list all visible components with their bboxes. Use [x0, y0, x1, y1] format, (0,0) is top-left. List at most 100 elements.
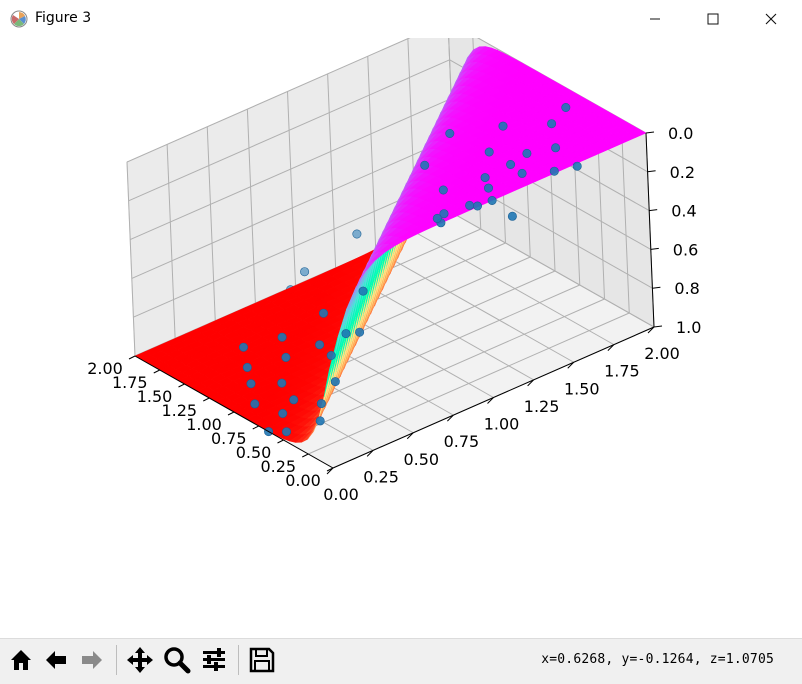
surface-facet: [323, 337, 339, 397]
scatter-point: [549, 166, 559, 176]
x-tick: [252, 425, 259, 430]
x-tick: [277, 439, 284, 444]
scatter-point: [480, 173, 490, 183]
x-tick-label: 0.00: [285, 471, 321, 490]
maximize-icon: [707, 13, 719, 25]
y-tick: [406, 432, 414, 440]
grid-line: [327, 73, 337, 268]
x-tick: [153, 369, 160, 374]
y-tick: [567, 361, 575, 369]
window-title: Figure 3: [35, 10, 92, 26]
scatter-point: [438, 185, 448, 195]
z-tick-label: 0.0: [668, 124, 693, 143]
y-tick-label: 1.75: [604, 362, 640, 381]
x-tick: [227, 411, 235, 416]
save-button[interactable]: [246, 644, 278, 676]
y-tick: [607, 344, 615, 351]
scatter-point: [281, 427, 291, 437]
y-tick: [447, 414, 454, 422]
plot-canvas[interactable]: 0.000.250.500.751.001.251.501.752.000.00…: [0, 38, 802, 638]
z-tick: [649, 209, 658, 212]
z-tick: [645, 131, 655, 134]
z-tick: [647, 170, 656, 173]
scatter-point: [278, 408, 288, 418]
grid-line: [455, 214, 655, 328]
minimize-button[interactable]: [630, 0, 680, 38]
scatter-point: [315, 416, 325, 426]
x-tick-label: 0.25: [260, 457, 296, 476]
maximize-button[interactable]: [688, 0, 738, 38]
scatter-point: [352, 229, 362, 239]
y-tick: [326, 467, 334, 475]
home-button[interactable]: [5, 644, 37, 676]
grid-line: [131, 136, 454, 279]
x-tick: [302, 453, 309, 458]
grid-line: [126, 38, 411, 163]
scatter-point: [547, 119, 557, 129]
grid-line: [128, 59, 450, 202]
close-button[interactable]: [746, 0, 796, 38]
scatter-front: [239, 103, 582, 437]
grid-line: [206, 126, 216, 321]
scatter-point: [507, 211, 517, 221]
scatter-point: [300, 267, 310, 277]
scatter-point: [316, 399, 326, 409]
scatter-point: [472, 201, 482, 211]
zoom-button[interactable]: [161, 644, 193, 676]
z-tick: [652, 286, 661, 289]
tick-labels: 0.000.250.500.751.001.251.501.752.000.00…: [87, 124, 701, 504]
scatter-point: [572, 161, 582, 171]
scatter-point: [484, 147, 494, 157]
grid-line: [129, 98, 452, 241]
grid-line: [375, 249, 574, 363]
zoom-icon: [164, 647, 191, 674]
z-tick: [650, 247, 659, 250]
scatter-point: [289, 395, 299, 405]
y-tick: [487, 397, 494, 404]
y-tick: [527, 379, 534, 387]
x-tick-label: 0.50: [236, 443, 272, 462]
surface: [134, 46, 647, 443]
y-tick-label: 1.00: [484, 415, 520, 434]
back-icon: [46, 651, 66, 669]
scatter-point: [281, 352, 291, 362]
pan-button[interactable]: [124, 644, 156, 676]
scatter-point: [517, 168, 527, 178]
x-tick-label: 1.25: [161, 401, 197, 420]
y-tick-label: 0.00: [323, 485, 359, 504]
x-tick: [178, 383, 185, 388]
toolbar-separator: [238, 645, 239, 675]
y-tick-label: 0.75: [444, 432, 480, 451]
grid-line: [166, 144, 176, 339]
scatter-point: [358, 286, 368, 296]
x-tick-label: 1.00: [186, 415, 222, 434]
forward-button[interactable]: [76, 644, 108, 676]
z-axis-line: [645, 132, 655, 328]
scatter-point: [420, 160, 430, 170]
close-icon: [765, 13, 777, 25]
scatter-point: [561, 103, 571, 113]
scatter-point: [246, 379, 256, 389]
z-tick-label: 0.2: [670, 163, 695, 182]
scatter-point: [432, 213, 442, 223]
y-tick-label: 1.25: [524, 397, 560, 416]
scatter-point: [439, 209, 449, 219]
scatter-point: [277, 378, 287, 388]
y-tick-label: 1.50: [564, 379, 600, 398]
scatter-point: [487, 196, 497, 206]
scatter-point: [465, 200, 475, 210]
scatter-point: [250, 399, 260, 409]
configure-subplots-button[interactable]: [198, 644, 230, 676]
scatter-point: [277, 332, 287, 342]
scatter-point: [315, 340, 325, 350]
pan-icon: [127, 647, 153, 673]
back-button[interactable]: [40, 644, 72, 676]
axis-lines: [128, 131, 663, 475]
scatter-point: [506, 160, 516, 170]
scatter-point: [330, 377, 340, 387]
cursor-coordinates: x=0.6268, y=-0.1264, z=1.0705: [541, 652, 774, 667]
minimize-icon: [650, 18, 660, 20]
window-titlebar: Figure 3: [0, 0, 802, 38]
scatter-point: [445, 129, 455, 139]
scatter-point: [341, 329, 351, 339]
